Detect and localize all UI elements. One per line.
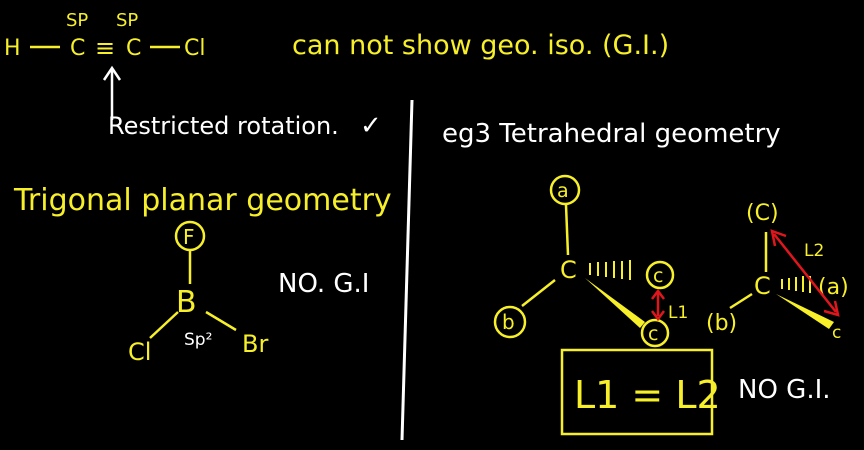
atom-b-left-2: (b) bbox=[706, 311, 737, 336]
atom-b: B bbox=[176, 285, 197, 320]
bond-c-b bbox=[521, 279, 556, 307]
bond-b-br bbox=[205, 310, 237, 332]
tetrahedral-molecule-2: (C) C (a) c (b) L2 bbox=[706, 201, 849, 343]
trigonal-result: NO. G.I bbox=[278, 269, 369, 299]
wedge-bond-1 bbox=[585, 278, 645, 328]
restricted-rotation-note: Restricted rotation. bbox=[108, 112, 339, 140]
atom-c-right: c bbox=[653, 265, 663, 287]
check-mark-icon: ✓ bbox=[360, 111, 382, 141]
atom-a: a bbox=[557, 180, 569, 202]
trigonal-molecule: F B Cl Sp² Br bbox=[128, 220, 268, 366]
trigonal-heading: Trigonal planar geometry bbox=[13, 183, 392, 218]
tetrahedral-heading: eg3 Tetrahedral geometry bbox=[442, 119, 781, 149]
bond-b-cl bbox=[149, 311, 179, 339]
bond-c-a bbox=[564, 204, 570, 256]
atom-c1: C bbox=[70, 36, 85, 61]
wedge-bond-2 bbox=[776, 294, 834, 329]
atom-f: F bbox=[183, 225, 195, 249]
tetrahedral-molecule-1: a C c c b L1 bbox=[493, 174, 688, 348]
equation-frame bbox=[560, 348, 714, 436]
alkyne-structure: H SP C ≡ SP C Cl bbox=[4, 10, 205, 62]
length-label-1: L1 bbox=[668, 303, 688, 323]
atom-h: H bbox=[4, 36, 21, 61]
atom-a-circle bbox=[549, 174, 581, 206]
equation-box: L1 = L2 bbox=[560, 348, 721, 436]
atom-cl: Cl bbox=[184, 36, 205, 61]
tetrahedral-result: NO G.I. bbox=[738, 375, 831, 405]
atom-c-right-circle bbox=[645, 260, 675, 290]
alkyne-statement: can not show geo. iso. (G.I.) bbox=[292, 30, 669, 61]
atom-c-center-1: C bbox=[560, 256, 577, 284]
atom-c-bottom-circle bbox=[640, 318, 670, 348]
hashed-bond-1 bbox=[589, 260, 631, 280]
hybridization-label-2: SP bbox=[116, 10, 138, 31]
length-arrow-2 bbox=[770, 229, 840, 317]
atom-c-top-2: (C) bbox=[746, 201, 779, 226]
bond-c-b-2 bbox=[729, 292, 753, 310]
atom-c2: C bbox=[126, 36, 141, 61]
atom-cl-trigonal: Cl bbox=[128, 338, 151, 366]
hashed-bond-2 bbox=[781, 276, 811, 293]
atom-c-bottom: c bbox=[648, 323, 658, 345]
atom-b-circle bbox=[493, 305, 527, 339]
equation-text: L1 = L2 bbox=[574, 373, 721, 417]
hybridization-label-1: SP bbox=[66, 10, 88, 31]
atom-b-left: b bbox=[502, 310, 515, 334]
atom-br: Br bbox=[242, 330, 268, 358]
arrow-up-icon bbox=[102, 65, 122, 120]
triple-bond: ≡ bbox=[95, 34, 115, 62]
atom-c-wedge-2: c bbox=[832, 323, 841, 343]
atom-c-center-2: C bbox=[754, 272, 771, 300]
vertical-divider bbox=[400, 99, 414, 441]
length-label-2: L2 bbox=[804, 241, 824, 261]
length-arrow-1 bbox=[651, 288, 665, 322]
sp2-label: Sp² bbox=[184, 330, 212, 350]
